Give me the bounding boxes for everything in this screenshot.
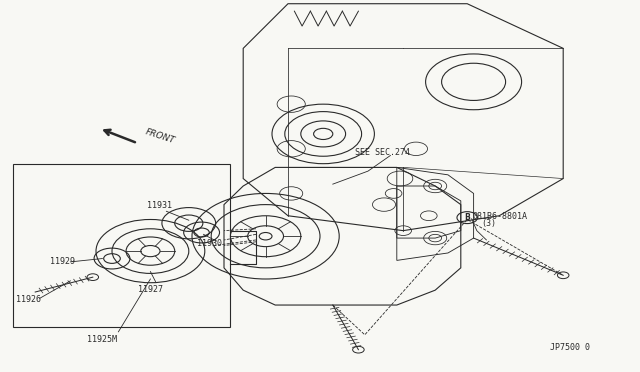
Text: 081B6-8801A: 081B6-8801A (472, 212, 527, 221)
Text: SEE SEC.274: SEE SEC.274 (355, 148, 410, 157)
Text: JP7500 0: JP7500 0 (550, 343, 590, 352)
Text: 11925M: 11925M (88, 335, 117, 344)
Text: 11930: 11930 (197, 239, 222, 248)
Text: FRONT: FRONT (144, 128, 176, 146)
Text: 11927: 11927 (138, 285, 163, 294)
Bar (13, 164, 230, 327)
Text: 11926: 11926 (16, 295, 41, 304)
Text: 11929: 11929 (50, 257, 75, 266)
Text: (3): (3) (481, 219, 496, 228)
Text: B: B (465, 213, 470, 222)
Text: 11931: 11931 (147, 201, 172, 210)
